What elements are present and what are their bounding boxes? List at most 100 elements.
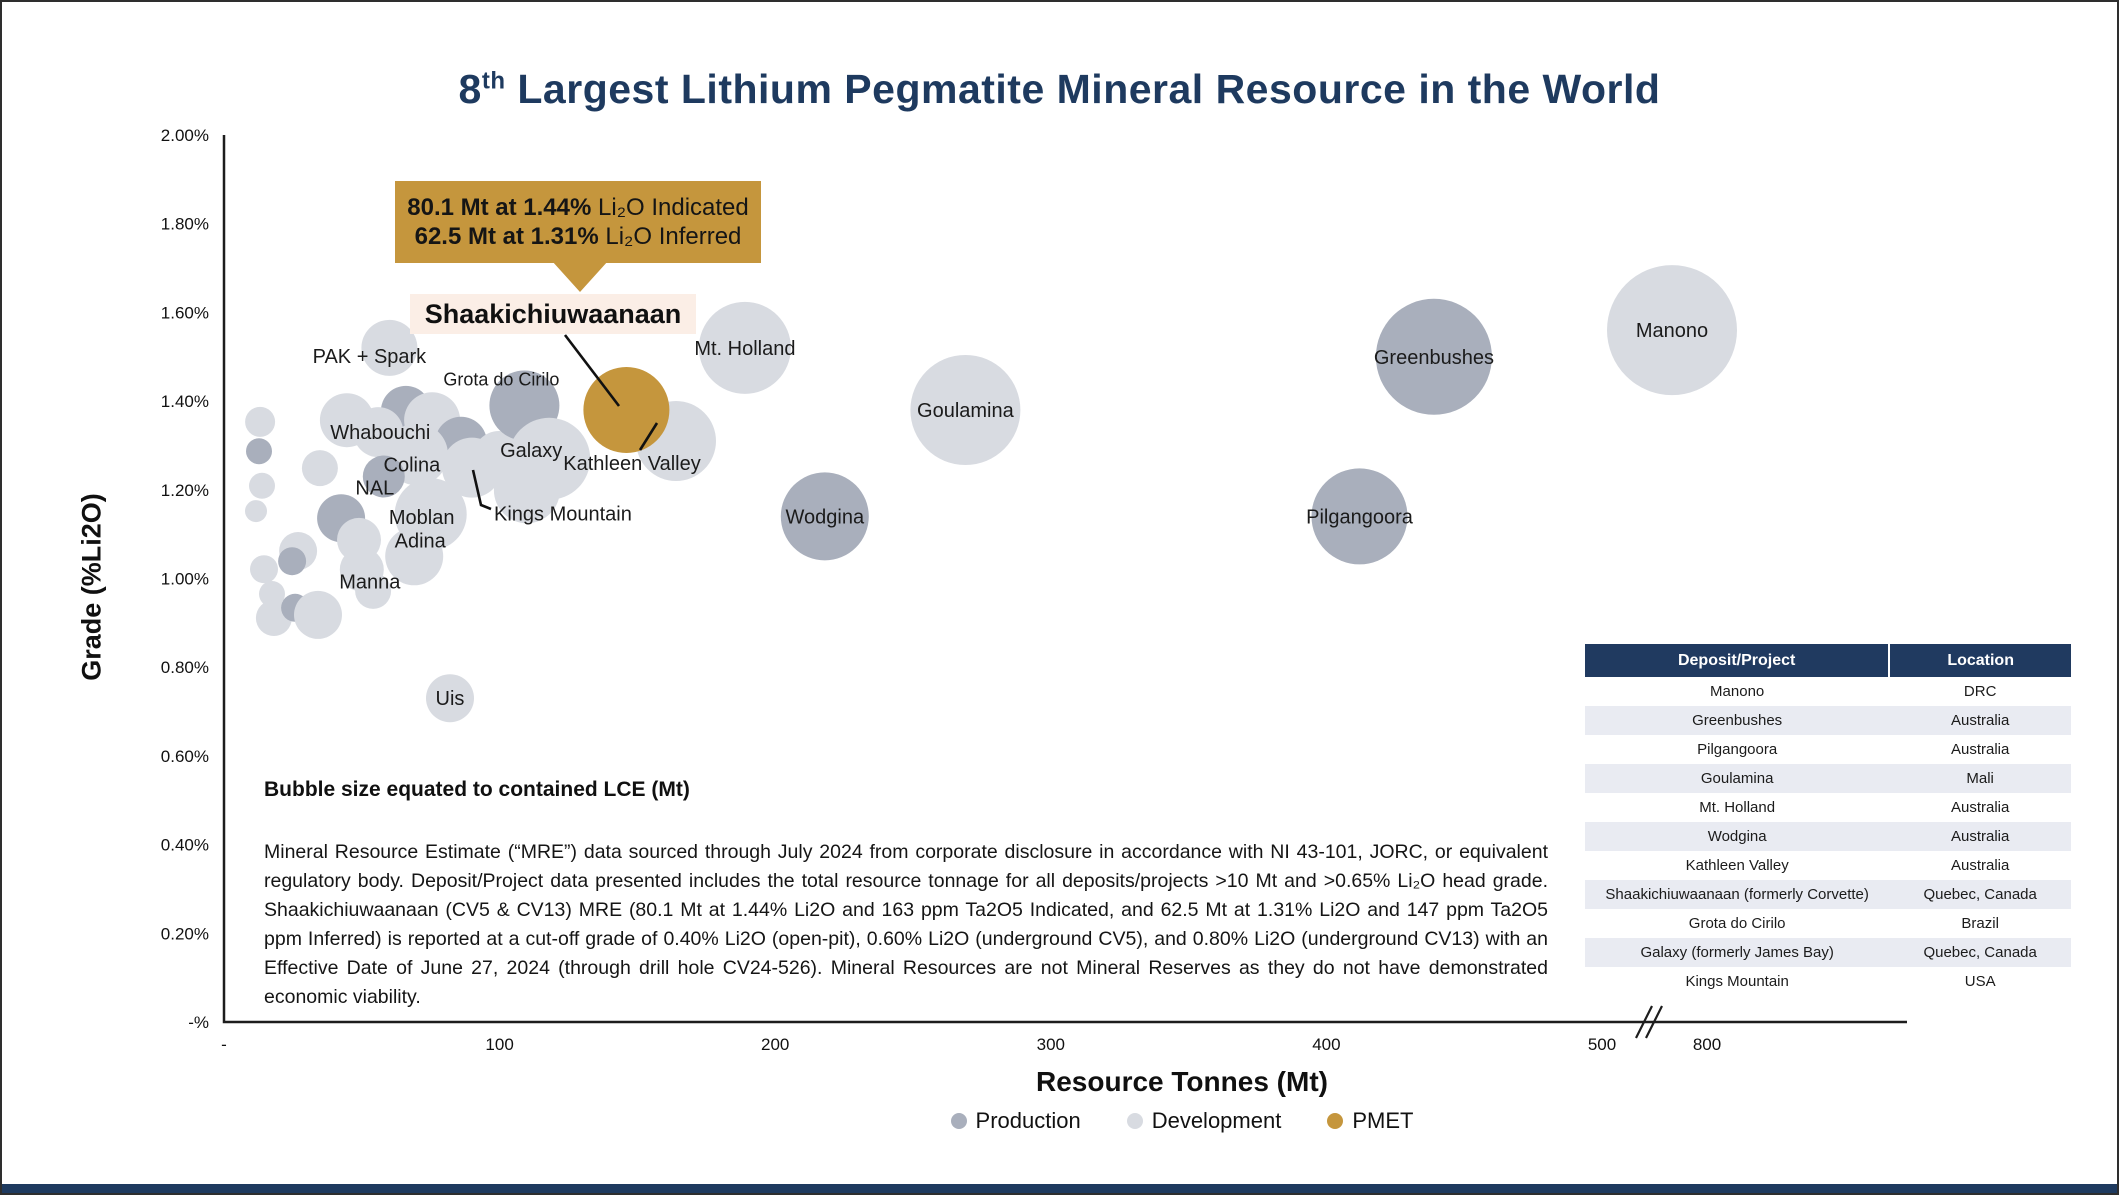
x-tick-label: 500 bbox=[1588, 1035, 1616, 1054]
page-title: 8th Largest Lithium Pegmatite Mineral Re… bbox=[458, 66, 1661, 112]
table-header-row: Deposit/Project Location bbox=[1585, 644, 2071, 677]
chart-legend: Production Development PMET bbox=[822, 1108, 1542, 1134]
deposit-label-goulamina: Goulamina bbox=[917, 400, 1015, 422]
deposit-label-uis: Uis bbox=[436, 688, 465, 710]
bubble-kings-mountain bbox=[442, 437, 502, 498]
cluster-bubble bbox=[246, 438, 272, 465]
cell-deposit: Galaxy (formerly James Bay) bbox=[1640, 944, 1834, 961]
cluster-bubble bbox=[259, 581, 285, 607]
y-tick-label: 1.60% bbox=[161, 303, 209, 322]
table-header-deposit: Deposit/Project bbox=[1585, 644, 1891, 677]
cell-location: Mali bbox=[1966, 770, 1994, 787]
deposit-label-greenbushes: Greenbushes bbox=[1374, 347, 1494, 369]
cell-location: Australia bbox=[1950, 799, 2010, 816]
y-tick-label: 0.60% bbox=[161, 747, 209, 766]
cluster-bubble bbox=[250, 555, 278, 584]
cell-location: Australia bbox=[1950, 857, 2010, 874]
table-row: Greenbushes Australia bbox=[1585, 706, 2071, 735]
y-tick-label: 1.40% bbox=[161, 392, 209, 411]
cluster-bubble bbox=[245, 406, 276, 437]
callout-line: 62.5 Mt at 1.31% Li₂O Inferred bbox=[414, 222, 742, 250]
bottom-accent-bar bbox=[2, 1184, 2117, 1193]
legend-dot-icon bbox=[950, 1113, 967, 1129]
bubble-wodgina bbox=[780, 472, 869, 561]
deposit-label-manono: Manono bbox=[1636, 320, 1708, 342]
cell-location: Brazil bbox=[1961, 915, 1999, 932]
highlight-deposit-label: Shaakichiuwaanaan bbox=[410, 294, 696, 334]
cell-deposit: Shaakichiuwaanaan (formerly Corvette) bbox=[1605, 886, 1869, 903]
bubble-greenbushes bbox=[1375, 298, 1492, 415]
bubble-pak-spark bbox=[361, 319, 418, 376]
deposit-label-kathleen-valley: Kathleen Valley bbox=[563, 453, 701, 475]
deposit-location-table: Deposit/Project Location Manono DRC Greenb… bbox=[1585, 644, 2071, 996]
legend-label: Production bbox=[975, 1108, 1081, 1133]
footnote-text: Mineral Resource Estimate (“MRE”) data s… bbox=[264, 841, 1548, 1008]
table-row: Grota do Cirilo Brazil bbox=[1585, 909, 2071, 938]
leader-line-kings-mountain bbox=[471, 469, 492, 511]
legend-item-development: Development bbox=[1126, 1108, 1282, 1134]
table-header-location: Location bbox=[1889, 644, 2071, 677]
table-row: Galaxy (formerly James Bay) Quebec, Canad… bbox=[1585, 938, 2071, 967]
deposit-label-moblan: Moblan bbox=[389, 507, 455, 529]
cell-deposit: Greenbushes bbox=[1692, 712, 1783, 729]
cluster-bubble bbox=[245, 500, 267, 523]
legend-label: PMET bbox=[1352, 1108, 1414, 1133]
x-axis-title: Resource Tonnes (Mt) bbox=[1036, 1066, 1328, 1097]
deposit-label-nal: NAL bbox=[355, 478, 394, 500]
x-axis-break-icon bbox=[1635, 1005, 1663, 1039]
x-tick-label: - bbox=[221, 1035, 227, 1054]
legend-item-pmet: PMET bbox=[1327, 1108, 1413, 1134]
deposit-label-adina: Adina bbox=[395, 530, 447, 552]
table-row: Kings Mountain USA bbox=[1585, 967, 2071, 996]
x-tick-label: 100 bbox=[485, 1035, 513, 1054]
legend-item-production: Production bbox=[950, 1108, 1081, 1134]
cell-deposit: Kathleen Valley bbox=[1685, 857, 1789, 874]
bubble-manono bbox=[1607, 265, 1737, 396]
callout-line: 80.1 Mt at 1.44% Li₂O Indicated bbox=[407, 193, 749, 221]
x-tick-label: 200 bbox=[761, 1035, 789, 1054]
cell-location: USA bbox=[1964, 973, 1996, 990]
cell-deposit: Manono bbox=[1710, 683, 1765, 700]
axis-lines bbox=[222, 135, 1907, 1024]
bubble-manna bbox=[339, 547, 384, 592]
cell-location: Australia bbox=[1950, 741, 2010, 758]
bubble-size-note: Bubble size equated to contained LCE (Mt… bbox=[264, 778, 690, 801]
cluster-bubble bbox=[294, 590, 342, 639]
bubble-shaakichiuwaanaan bbox=[583, 367, 670, 453]
bubble-uis bbox=[426, 674, 474, 723]
legend-dot-icon bbox=[1327, 1113, 1344, 1129]
callout-box: 80.1 Mt at 1.44% Li₂O Indicated 62.5 Mt a… bbox=[395, 181, 761, 263]
table-row: Wodgina Australia bbox=[1585, 822, 2071, 851]
cell-location: Australia bbox=[1950, 828, 2010, 845]
cell-deposit: Grota do Cirilo bbox=[1688, 915, 1786, 932]
deposit-label-grota-do-cirilo: Grota do Cirilo bbox=[443, 370, 559, 390]
deposit-label-galaxy: Galaxy bbox=[500, 440, 562, 462]
cell-location: Quebec, Canada bbox=[1923, 944, 2037, 961]
y-tick-label: 1.80% bbox=[161, 215, 209, 234]
x-tick-label: 800 bbox=[1693, 1035, 1721, 1054]
deposit-label-wodgina: Wodgina bbox=[786, 506, 865, 528]
deposit-label-pilgangoora: Pilgangoora bbox=[1306, 506, 1414, 528]
deposit-label-manna: Manna bbox=[339, 572, 401, 594]
deposit-label-pak-spark: PAK + Spark bbox=[313, 346, 428, 368]
y-tick-label: 1.00% bbox=[161, 570, 209, 589]
y-tick-label: 0.20% bbox=[161, 924, 209, 943]
leader-line-shaakichiuwaanaan bbox=[563, 334, 621, 407]
legend-label: Development bbox=[1151, 1108, 1282, 1133]
bubble-mt-holland bbox=[698, 301, 791, 394]
y-tick-label: 0.80% bbox=[161, 658, 209, 677]
table-row: Shaakichiuwaanaan (formerly Corvette) Que… bbox=[1585, 880, 2071, 909]
cell-deposit: Wodgina bbox=[1707, 828, 1767, 845]
y-tick-label: 1.20% bbox=[161, 481, 209, 500]
y-tick-label: 2.00% bbox=[161, 126, 209, 145]
cluster-bubble bbox=[301, 450, 338, 487]
bubble-adina bbox=[385, 527, 444, 586]
callout-pointer bbox=[552, 261, 608, 292]
y-tick-label: 0.40% bbox=[161, 836, 209, 855]
table-row: Mt. Holland Australia bbox=[1585, 793, 2071, 822]
cell-deposit: Kings Mountain bbox=[1685, 973, 1789, 990]
table-row: Kathleen Valley Australia bbox=[1585, 851, 2071, 880]
cell-location: Quebec, Canada bbox=[1923, 886, 2037, 903]
